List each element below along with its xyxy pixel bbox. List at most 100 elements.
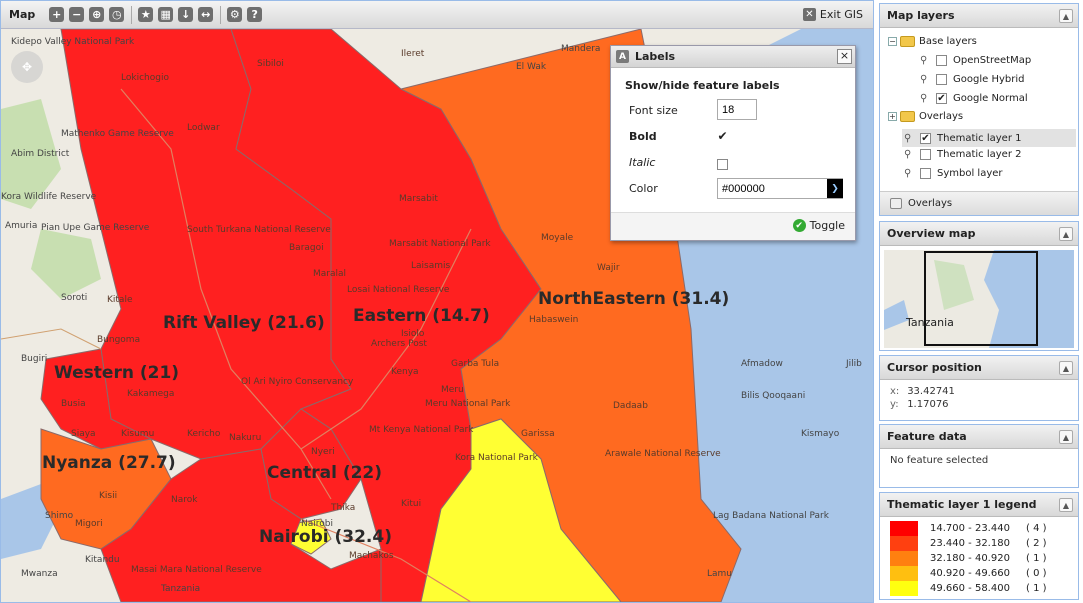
legend-range: 40.920 - 49.660 xyxy=(930,568,1010,579)
collapse-node-icon[interactable]: − xyxy=(888,37,897,46)
overview-map-image xyxy=(884,250,1074,348)
overview-map-panel: Overview map ▲ Tanzania xyxy=(879,221,1079,351)
place-label: Pian Upe Game Reserve xyxy=(41,223,150,233)
measure-icon[interactable]: ↔ xyxy=(198,7,214,22)
cursor-y: y: 1.17076 xyxy=(890,399,949,410)
legend-count: ( 1 ) xyxy=(1026,553,1047,564)
place-label: Kenya xyxy=(391,367,419,377)
place-label: Arawale National Reserve xyxy=(605,449,721,459)
collapse-icon[interactable]: ▲ xyxy=(1059,430,1073,444)
place-label: Laisamis xyxy=(411,261,451,271)
collapse-icon[interactable]: ▲ xyxy=(1059,361,1073,375)
place-label: Machakos xyxy=(349,551,394,561)
layer-checkbox[interactable] xyxy=(920,149,931,160)
region-label-north-eastern: NorthEastern (31.4) xyxy=(538,289,730,309)
font-size-input[interactable] xyxy=(717,99,757,120)
overview-map[interactable]: Tanzania xyxy=(884,250,1074,348)
bold-checkbox[interactable]: ✔ xyxy=(717,129,728,143)
layer-checkbox[interactable] xyxy=(920,168,931,179)
layer-label: OpenStreetMap xyxy=(953,55,1032,66)
collapse-icon[interactable]: ▲ xyxy=(1059,227,1073,241)
layer-checkbox[interactable] xyxy=(936,74,947,85)
layer-icon: ⚲ xyxy=(920,55,928,66)
collapse-icon[interactable]: ▲ xyxy=(1059,498,1073,512)
overlays-button[interactable]: Overlays xyxy=(880,191,1078,215)
region-label-nyanza: Nyanza (27.7) xyxy=(42,453,176,473)
layer-checkbox[interactable] xyxy=(936,55,947,66)
map-panel: Map + − ⊕ ◷ ★ ▦ ↓ ↔ ⚙ ? ✕ Exit GIS xyxy=(0,0,874,603)
layer-item-symbol[interactable]: ⚲ Symbol layer xyxy=(904,168,1003,179)
layer-item-thematic-1[interactable]: ⚲ ✔ Thematic layer 1 xyxy=(902,129,1076,147)
italic-checkbox[interactable] xyxy=(717,159,728,170)
layer-checkbox[interactable]: ✔ xyxy=(920,132,931,144)
labels-dialog: A Labels × Show/hide feature labels Font… xyxy=(610,45,856,241)
overview-map-header[interactable]: Overview map xyxy=(880,222,1078,246)
pan-control[interactable]: ✥ xyxy=(11,51,43,83)
legend-row: 14.700 - 23.440 ( 4 ) xyxy=(890,521,1047,536)
layer-label: Thematic layer 2 xyxy=(937,149,1022,160)
layer-label: Symbol layer xyxy=(937,168,1003,179)
feature-data-title: Feature data xyxy=(887,430,967,443)
place-label: Wajir xyxy=(597,263,620,273)
help-icon[interactable]: ? xyxy=(247,7,263,22)
labels-dialog-footer: ✔ Toggle xyxy=(611,212,855,240)
legend-swatch xyxy=(890,521,918,536)
tree-node-base-layers[interactable]: − Base layers xyxy=(888,36,977,47)
legend-panel: Thematic layer 1 legend ▲ 14.700 - 23.44… xyxy=(879,492,1079,600)
favorites-icon[interactable]: ★ xyxy=(138,7,154,22)
zoom-in-icon[interactable]: + xyxy=(49,7,65,22)
park-area xyxy=(1,99,61,209)
cursor-y-key: y: xyxy=(890,399,899,410)
overview-extent-box[interactable] xyxy=(924,251,1038,346)
legend-header[interactable]: Thematic layer 1 legend xyxy=(880,493,1078,517)
toggle-button[interactable]: ✔ Toggle xyxy=(792,219,845,232)
region-label-western: Western (21) xyxy=(54,363,180,383)
map-layers-header[interactable]: Map layers xyxy=(880,4,1078,28)
place-label: Baragoi xyxy=(289,243,324,253)
exit-gis-button[interactable]: ✕ Exit GIS xyxy=(802,8,863,21)
legend-row: 32.180 - 40.920 ( 1 ) xyxy=(890,551,1047,566)
bold-label: Bold xyxy=(629,130,657,143)
labels-dialog-subtitle: Show/hide feature labels xyxy=(625,79,780,92)
close-icon[interactable]: × xyxy=(837,49,852,64)
close-icon: ✕ xyxy=(802,8,816,21)
cursor-x-value: 33.42741 xyxy=(907,386,955,397)
cursor-y-value: 1.17076 xyxy=(907,399,949,410)
feature-data-header[interactable]: Feature data xyxy=(880,425,1078,449)
legend-row: 23.440 - 32.180 ( 2 ) xyxy=(890,536,1047,551)
legend-range: 14.700 - 23.440 xyxy=(930,523,1010,534)
tree-node-overlays[interactable]: + Overlays xyxy=(888,111,963,122)
settings-icon[interactable]: ⚙ xyxy=(227,7,243,22)
history-icon[interactable]: ◷ xyxy=(109,7,125,22)
download-icon[interactable]: ↓ xyxy=(178,7,194,22)
layer-item-google-hybrid[interactable]: ⚲ Google Hybrid xyxy=(920,74,1024,85)
collapse-icon[interactable]: ▲ xyxy=(1059,9,1073,23)
color-picker-icon[interactable]: ❯ xyxy=(827,179,843,198)
place-label: Archers Post xyxy=(371,339,427,349)
feature-data-panel: Feature data ▲ No feature selected xyxy=(879,424,1079,488)
zoom-out-icon[interactable]: − xyxy=(69,7,85,22)
labels-dialog-header[interactable]: A Labels xyxy=(611,46,855,68)
layer-item-openstreetmap[interactable]: ⚲ OpenStreetMap xyxy=(920,55,1031,66)
layer-checkbox[interactable]: ✔ xyxy=(936,93,947,104)
expand-node-icon[interactable]: + xyxy=(888,112,897,121)
color-input[interactable] xyxy=(717,178,843,199)
place-label: Marsabit National Park xyxy=(389,239,491,249)
check-circle-icon: ✔ xyxy=(792,219,806,232)
place-label: Soroti xyxy=(61,293,88,303)
layer-item-google-normal[interactable]: ⚲ ✔ Google Normal xyxy=(920,93,1028,104)
zoom-extent-icon[interactable]: ⊕ xyxy=(89,7,105,22)
place-label: Bungoma xyxy=(97,335,141,345)
layer-item-thematic-2[interactable]: ⚲ Thematic layer 2 xyxy=(904,149,1021,160)
place-label: Nakuru xyxy=(229,433,262,443)
cursor-x-key: x: xyxy=(890,386,900,397)
feature-status: No feature selected xyxy=(890,455,989,466)
layer-label: Google Normal xyxy=(953,93,1028,104)
grid-icon[interactable]: ▦ xyxy=(158,7,174,22)
place-label: Dadaab xyxy=(613,401,648,411)
overlays-button-label: Overlays xyxy=(908,198,953,209)
place-label: Lag Badana National Park xyxy=(713,511,829,521)
legend-count: ( 1 ) xyxy=(1026,583,1047,594)
cursor-position-header[interactable]: Cursor position xyxy=(880,356,1078,380)
folder-icon xyxy=(900,111,915,122)
